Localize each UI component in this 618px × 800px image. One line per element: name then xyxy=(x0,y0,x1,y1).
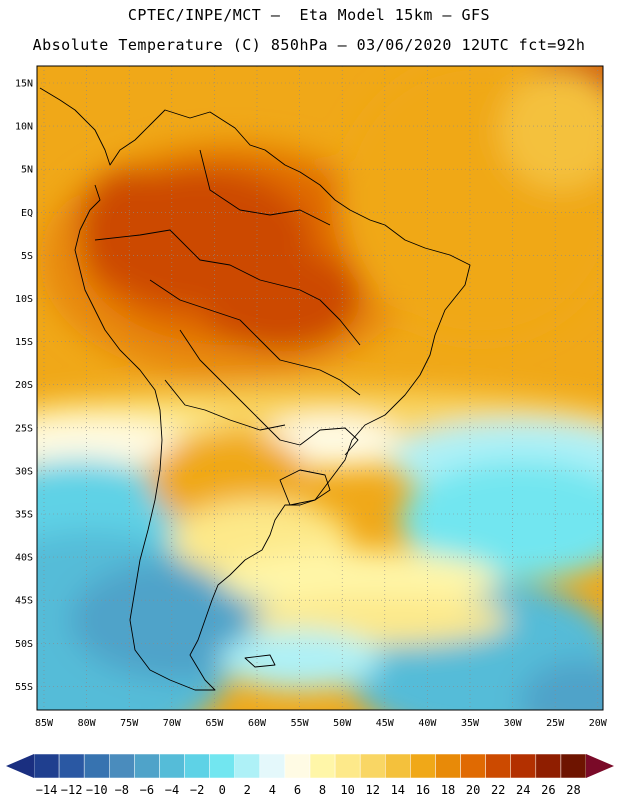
lat-label: 40S xyxy=(15,553,33,564)
title-line-1: CPTEC/INPE/MCT – Eta Model 15km – GFS xyxy=(127,6,491,24)
colorbar-label: −10 xyxy=(86,783,108,797)
lon-label: 75W xyxy=(120,718,139,729)
colorbar-label: 6 xyxy=(294,783,301,797)
colorbar-label: 12 xyxy=(366,783,380,797)
colorbar-label: 8 xyxy=(319,783,326,797)
colorbar-cell xyxy=(510,753,537,779)
colorbar-cell xyxy=(234,753,261,779)
colorbar-label: −12 xyxy=(61,783,83,797)
lon-label: 25W xyxy=(546,718,565,729)
colorbar-underflow-triangle xyxy=(6,754,34,778)
colorbar-label: 16 xyxy=(416,783,430,797)
lon-label: 70W xyxy=(163,718,182,729)
colorbar-label: −2 xyxy=(190,783,204,797)
lon-label: 30W xyxy=(504,718,523,729)
colorbar-label: 26 xyxy=(541,783,555,797)
lon-label: 20W xyxy=(589,718,608,729)
colorbar-labels: −14 −12 −10 −8 −6 −4 −2 0 2 4 6 8 10 12 14 16 18 20 22 24 26… xyxy=(36,783,581,797)
colorbar-label: 4 xyxy=(269,783,276,797)
colorbar-cell xyxy=(58,753,85,779)
lon-label: 85W xyxy=(35,718,54,729)
lon-label: 35W xyxy=(461,718,480,729)
colorbar-cell xyxy=(359,753,386,779)
lat-label: 10S xyxy=(15,294,33,305)
colorbar-cell xyxy=(385,753,411,779)
colorbar-cell xyxy=(309,753,336,779)
colorbar-cell xyxy=(410,753,436,779)
colorbar-label: −8 xyxy=(115,783,129,797)
lat-label: 5N xyxy=(21,165,33,176)
lon-label: 40W xyxy=(418,718,437,729)
colorbar-cell xyxy=(134,753,160,779)
colorbar-cell xyxy=(460,753,486,779)
lat-label: 55S xyxy=(15,682,33,693)
lon-label: 55W xyxy=(291,718,310,729)
lat-label: 15N xyxy=(15,79,33,90)
colorbar-label: −6 xyxy=(140,783,154,797)
colorbar-cell xyxy=(334,753,361,779)
colorbar-label: 0 xyxy=(219,783,226,797)
lat-label: 35S xyxy=(15,510,33,521)
colorbar-label: 22 xyxy=(491,783,505,797)
lon-label: 80W xyxy=(78,718,97,729)
colorbar-cell xyxy=(485,753,511,779)
lat-label: 25S xyxy=(15,423,33,434)
lon-label: 60W xyxy=(248,718,267,729)
colorbar-cell xyxy=(109,753,135,779)
colorbar-cell xyxy=(83,753,110,779)
lat-label: 50S xyxy=(15,639,33,650)
lat-label: EQ xyxy=(21,208,33,219)
coastlines xyxy=(39,87,471,691)
map-frame xyxy=(36,65,604,711)
colorbar-cells xyxy=(33,753,587,779)
colorbar-cell xyxy=(535,753,562,779)
lat-label: 15S xyxy=(15,337,33,348)
temperature-field xyxy=(37,66,603,710)
colorbar-cell xyxy=(184,753,210,779)
longitude-labels: 85W 80W 75W 70W 65W 60W 55W 50W 45W 40W 35W 30W 25W 2… xyxy=(35,718,608,729)
colorbar: −14 −12 −10 −8 −6 −4 −2 0 2 4 6 8 10 12 14 16 18 20 22 24 26… xyxy=(6,753,614,797)
colorbar-cell xyxy=(259,753,286,779)
colorbar-cell xyxy=(159,753,185,779)
colorbar-label: 10 xyxy=(340,783,354,797)
colorbar-label: −14 xyxy=(36,783,58,797)
lon-label: 50W xyxy=(333,718,352,729)
colorbar-label: −4 xyxy=(165,783,179,797)
lat-label: 10N xyxy=(15,122,33,133)
colorbar-label: 2 xyxy=(244,783,251,797)
temperature-map: 15N 10N 5N EQ 5S 10S 15S 20S 25S 30S 35S 40S 45S 50S 5… xyxy=(15,65,608,729)
colorbar-cell xyxy=(560,753,587,779)
colorbar-cell xyxy=(435,753,461,779)
lat-label: 5S xyxy=(21,251,33,262)
lat-label: 45S xyxy=(15,596,33,607)
colorbar-label: 14 xyxy=(391,783,405,797)
colorbar-label: 20 xyxy=(466,783,480,797)
colorbar-label: 18 xyxy=(441,783,455,797)
graticule xyxy=(37,66,603,710)
colorbar-label: 28 xyxy=(566,783,580,797)
colorbar-label: 24 xyxy=(516,783,530,797)
colorbar-overflow-triangle xyxy=(586,754,614,778)
colorbar-cell xyxy=(209,753,235,779)
lat-label: 20S xyxy=(15,380,33,391)
colorbar-cell xyxy=(33,753,60,779)
latitude-labels: 15N 10N 5N EQ 5S 10S 15S 20S 25S 30S 35S 40S 45S 50S 5… xyxy=(15,79,33,693)
lat-label: 30S xyxy=(15,466,33,477)
colorbar-cell xyxy=(284,753,311,779)
lon-label: 65W xyxy=(205,718,224,729)
lon-label: 45W xyxy=(376,718,395,729)
title-line-2: Absolute Temperature (C) 850hPa – 03/06/… xyxy=(32,36,586,54)
